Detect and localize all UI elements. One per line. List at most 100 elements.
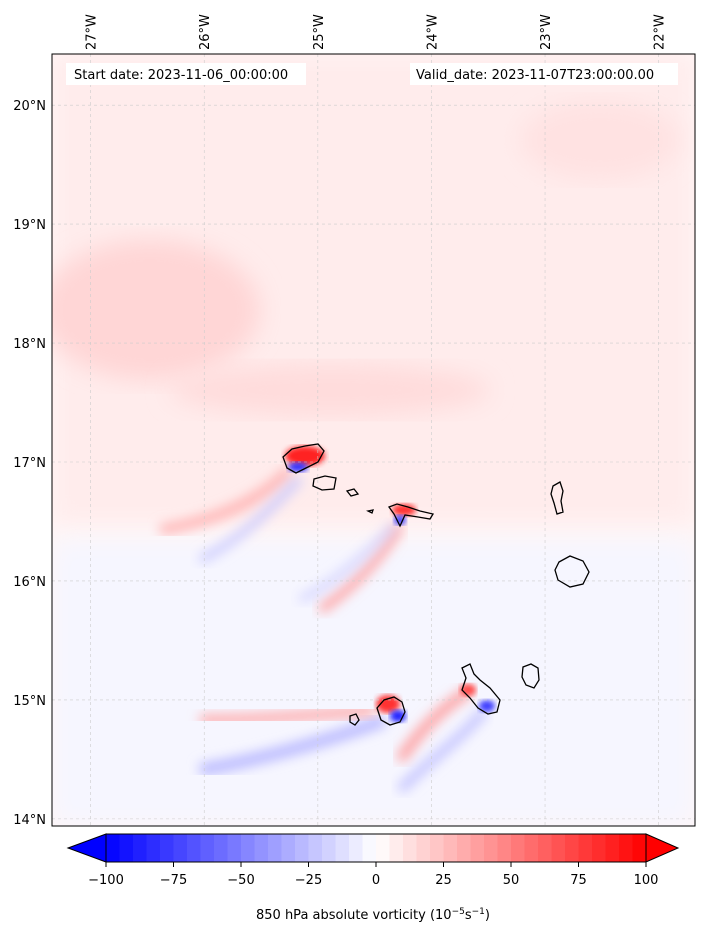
island-islet [366,509,374,514]
colorbar-tick-label: 0 [372,873,380,888]
colorbar-band [187,834,201,862]
colorbar-band [443,834,458,862]
wake-streak-3 [317,522,404,614]
island-fogo [376,696,406,726]
colorbar-tick-label: 50 [503,873,520,888]
colorbar-band [335,834,350,862]
colorbar-band [578,834,593,862]
colorbar-band [241,834,255,862]
colorbar-tick-label: −50 [227,873,254,888]
island-sao-nicolau [387,503,435,528]
colorbar-band [322,834,336,862]
island-sao-vicente [312,475,337,491]
colorbar-band [430,834,444,862]
sao-nicolau-negative-core [394,515,406,525]
colorbar-extend-high [645,833,680,863]
vorticity-field [52,54,695,826]
colorbar-band [268,834,282,862]
wake-streak-4 [298,522,398,604]
colorbar-band [227,834,242,862]
santo-antao-positive-core [285,446,325,466]
colorbar-tick-label: 100 [634,873,659,888]
northeast-positive-patch [520,100,680,180]
northwest-positive-patch [52,240,260,380]
lon-tick-label: 22°W [653,14,668,50]
lat-tick-label: 17°N [13,456,46,471]
island-santa-luzia [345,488,360,497]
longitude-tick-labels: 27°W 26°W 25°W 24°W 23°W 22°W [85,14,668,50]
colorbar-band [308,834,323,862]
colorbar-band [632,834,647,862]
start-date-label: Start date: 2023-11-06_00:00:00 [74,68,288,83]
lon-tick-label: 26°W [198,14,213,50]
wake-streak-6 [199,705,376,725]
wake-streak-8 [396,707,489,794]
island-santiago [461,663,501,715]
wake-streak-2 [198,475,303,564]
colorbar-ticks: −100 −75 −50 −25 0 25 50 75 100 [88,862,658,888]
colorbar-band [281,834,296,862]
island-boa-vista [554,555,590,588]
colorbar-band [457,834,471,862]
wake-streak-1 [159,466,294,535]
map-panel: Start date: 2023-11-06_00:00:00 Valid_da… [13,14,696,828]
valid-date-box [410,63,678,85]
latitude-tick-labels: 20°N 19°N 18°N 17°N 16°N 15°N 14°N [13,99,46,828]
colorbar-band [565,834,579,862]
colorbar-band [173,834,188,862]
island-santo-antao [282,443,325,474]
colorbar-band [497,834,512,862]
island-brava [349,713,360,726]
lat-tick-label: 16°N [13,575,46,590]
map-frame [51,53,696,827]
santiago-positive-core [460,684,476,696]
colorbar-band [254,834,269,862]
colorbar: −100 −75 −50 −25 0 25 50 75 100 850 hPa absolute… [66,833,680,923]
colorbar-tick-label: −25 [295,873,322,888]
colorbar-band [214,834,228,862]
colorbar-extend-low [66,833,107,863]
colorbar-band [538,834,552,862]
colorbar-band [389,834,404,862]
colorbar-band [592,834,606,862]
lon-tick-label: 23°W [539,14,554,50]
colorbar-band [470,834,485,862]
colorbar-bands [106,834,647,862]
colorbar-tick-label: −75 [160,873,187,888]
santiago-negative-core [479,700,495,712]
colorbar-band [619,834,633,862]
colorbar-band [551,834,566,862]
colorbar-tick-label: 75 [570,873,587,888]
lon-tick-label: 24°W [425,14,440,50]
lat-tick-label: 14°N [13,813,46,828]
colorbar-band [524,834,539,862]
colorbar-band [295,834,309,862]
lat-tick-label: 15°N [13,694,46,709]
colorbar-band [605,834,620,862]
colorbar-band [403,834,417,862]
gridlines [52,54,695,826]
colorbar-band [376,834,390,862]
coastlines [282,443,590,726]
colorbar-band [416,834,431,862]
colorbar-band [511,834,525,862]
colorbar-band [146,834,161,862]
colorbar-band [106,834,120,862]
colorbar-tick-label: −100 [88,873,124,888]
colorbar-band [119,834,134,862]
colorbar-band [349,834,363,862]
south-weak-field [52,540,695,826]
fogo-positive-core [376,695,400,713]
colorbar-band [200,834,215,862]
colorbar-band [362,834,377,862]
colorbar-band [160,834,174,862]
colorbar-band [484,834,498,862]
lat-tick-label: 20°N [13,99,46,114]
start-date-box [66,63,306,85]
colorbar-band [133,834,147,862]
island-sal [550,481,564,515]
lat-tick-label: 19°N [13,218,46,233]
valid-date-label: Valid_date: 2023-11-07T23:00:00.00 [416,68,654,83]
wake-streak-5 [199,714,388,776]
